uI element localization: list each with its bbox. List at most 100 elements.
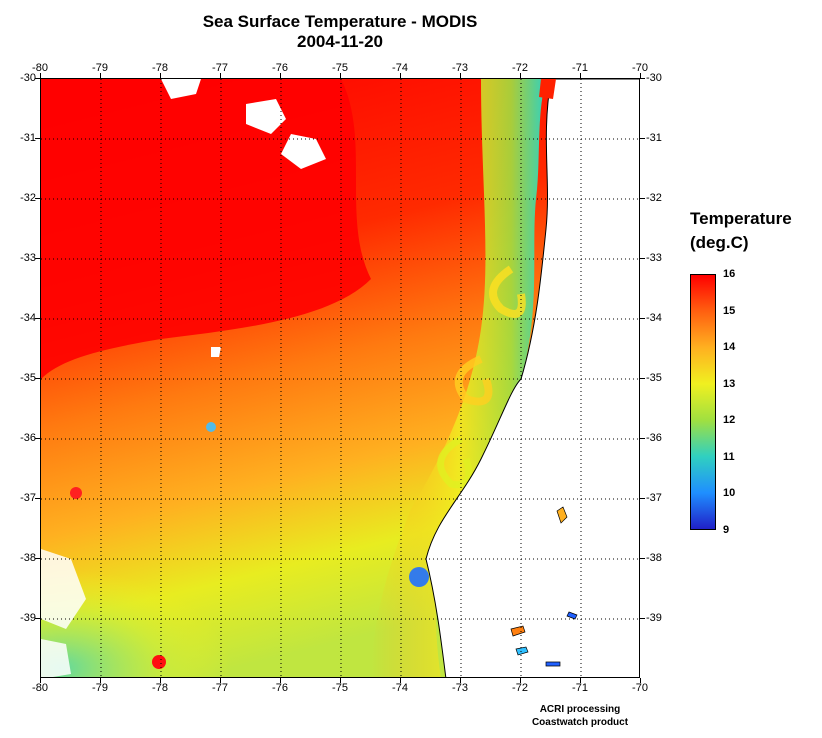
colorbar-tick-label: 13 <box>723 377 736 390</box>
graticule <box>41 79 639 677</box>
temperature-colorbar <box>690 274 716 530</box>
lat-tick-label-left: -31 <box>20 132 36 144</box>
tick-mark <box>40 73 41 78</box>
credit-processing: ACRI processing <box>539 704 621 715</box>
tick-mark <box>160 678 161 683</box>
tick-mark <box>640 678 641 683</box>
lon-tick-label-top: -74 <box>392 62 408 74</box>
lat-tick-label-left: -38 <box>20 552 36 564</box>
lon-tick-label-top: -73 <box>452 62 468 74</box>
map-title: Sea Surface Temperature - MODIS <box>202 12 478 31</box>
lon-tick-label-top: -70 <box>632 62 648 74</box>
tick-mark <box>220 678 221 683</box>
tick-mark <box>100 678 101 683</box>
tick-mark <box>280 73 281 78</box>
lat-tick-label-left: -39 <box>20 612 36 624</box>
lat-tick-label-right: -39 <box>646 612 662 624</box>
tick-mark <box>35 438 40 439</box>
lon-tick-label-top: -76 <box>272 62 288 74</box>
land-chile <box>425 79 639 677</box>
colorbar-tick-label: 15 <box>723 304 736 317</box>
tick-mark <box>640 438 645 439</box>
tick-mark <box>40 678 41 683</box>
lon-tick-label-top: -71 <box>572 62 588 74</box>
tick-mark <box>35 138 40 139</box>
tick-mark <box>35 498 40 499</box>
lon-tick-label-top: -80 <box>32 62 48 74</box>
lon-tick-label-bottom: -74 <box>392 682 408 694</box>
lat-tick-label-right: -34 <box>646 312 662 324</box>
tick-mark <box>400 678 401 683</box>
tick-mark <box>640 198 645 199</box>
legend-title: Temperature <box>690 209 792 228</box>
lat-tick-label-left: -30 <box>20 72 36 84</box>
tick-mark <box>35 78 40 79</box>
lat-tick-label-right: -33 <box>646 252 662 264</box>
tick-mark <box>640 73 641 78</box>
tick-mark <box>640 618 645 619</box>
sst-map <box>40 78 640 678</box>
tick-mark <box>460 73 461 78</box>
lat-tick-label-right: -35 <box>646 372 662 384</box>
colorbar-tick-label: 11 <box>723 450 735 463</box>
tick-mark <box>100 73 101 78</box>
credit-product: Coastwatch product <box>531 717 629 728</box>
tick-mark <box>220 73 221 78</box>
tick-mark <box>640 318 645 319</box>
lat-tick-label-left: -35 <box>20 372 36 384</box>
tick-mark <box>280 678 281 683</box>
colorbar-tick-label: 14 <box>723 341 736 354</box>
tick-mark <box>160 73 161 78</box>
lon-tick-label-top: -78 <box>152 62 168 74</box>
tick-mark <box>640 558 645 559</box>
lon-tick-label-bottom: -79 <box>92 682 108 694</box>
lat-tick-label-right: -36 <box>646 432 662 444</box>
lon-tick-label-bottom: -72 <box>512 682 528 694</box>
lat-tick-label-left: -37 <box>20 492 36 504</box>
tick-mark <box>640 138 645 139</box>
tick-mark <box>400 73 401 78</box>
tick-mark <box>35 258 40 259</box>
tick-mark <box>580 73 581 78</box>
colorbar-tick-label: 9 <box>723 524 730 536</box>
upwelling-band <box>371 79 546 677</box>
cloud-gap <box>161 79 201 99</box>
lon-tick-label-top: -72 <box>512 62 528 74</box>
lat-tick-label-left: -32 <box>20 192 36 204</box>
lat-tick-label-right: -38 <box>646 552 662 564</box>
tick-mark <box>640 78 645 79</box>
lon-tick-label-bottom: -80 <box>32 682 48 694</box>
lon-tick-label-bottom: -76 <box>272 682 288 694</box>
tick-mark <box>640 258 645 259</box>
tick-mark <box>340 73 341 78</box>
lon-tick-label-top: -79 <box>92 62 108 74</box>
lon-tick-label-top: -77 <box>212 62 228 74</box>
tick-mark <box>35 198 40 199</box>
lat-tick-label-right: -31 <box>646 132 662 144</box>
tick-mark <box>520 73 521 78</box>
sst-map-image <box>41 79 639 677</box>
lat-tick-label-left: -33 <box>20 252 36 264</box>
lat-tick-label-right: -37 <box>646 492 662 504</box>
lon-tick-label-top: -75 <box>332 62 348 74</box>
map-date: 2004-11-20 <box>296 32 384 51</box>
tick-mark <box>640 498 645 499</box>
tick-mark <box>640 378 645 379</box>
lat-tick-label-right: -30 <box>646 72 662 84</box>
tick-mark <box>35 618 40 619</box>
tick-mark <box>35 318 40 319</box>
tick-mark <box>520 678 521 683</box>
lon-tick-label-bottom: -75 <box>332 682 348 694</box>
tick-mark <box>460 678 461 683</box>
lon-tick-label-bottom: -73 <box>452 682 468 694</box>
tick-mark <box>340 678 341 683</box>
lon-tick-label-bottom: -70 <box>632 682 648 694</box>
lon-tick-label-bottom: -78 <box>152 682 168 694</box>
lon-tick-label-bottom: -77 <box>212 682 228 694</box>
tick-mark <box>35 378 40 379</box>
cool-southwest <box>41 459 421 677</box>
legend-units: (deg.C) <box>690 233 749 252</box>
colorbar-tick-label: 10 <box>723 487 736 500</box>
lat-tick-label-left: -36 <box>20 432 36 444</box>
lat-tick-label-left: -34 <box>20 312 36 324</box>
